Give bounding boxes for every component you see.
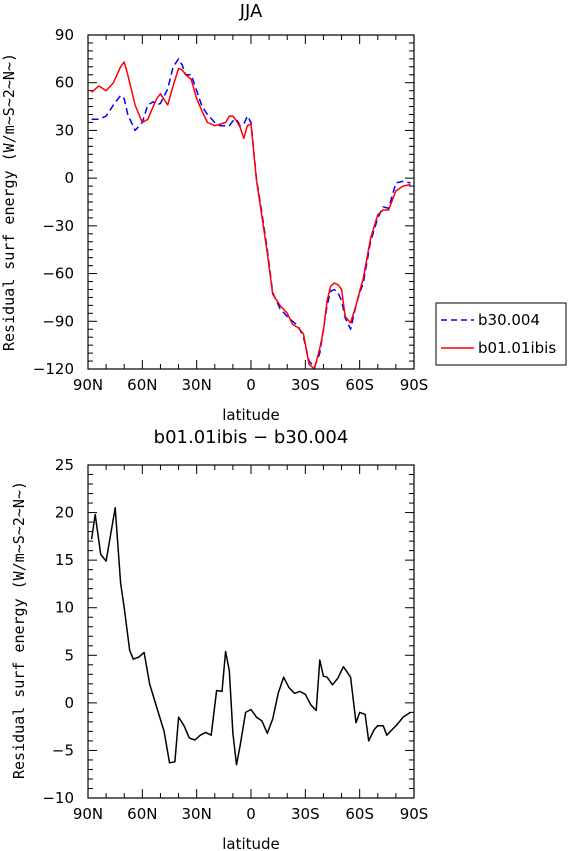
bottom-chart: b01.01ibis − b30.004 Residual surf energ… [10,427,428,851]
bottom-chart-x-tick-label: 60S [345,805,374,823]
top-chart-series [91,58,411,370]
bottom-chart-title: b01.01ibis − b30.004 [154,427,349,448]
top-chart-x-tick-label: 60S [345,376,374,394]
top-chart-y-tick-label: −90 [42,312,74,330]
top-chart-x-tick-label: 30N [182,376,212,394]
bottom-chart-frame [87,464,415,799]
bottom-chart-x-tick-label: 90S [400,805,429,823]
top-chart-y-tick-label: −60 [42,265,74,283]
bottom-chart-y-tick-label: −10 [42,789,74,807]
bottom-chart-y-axis-label: Residual surf energy (W/m~S~2~N~) [10,481,28,779]
top-chart-x-axis-label: latitude [222,406,280,424]
top-chart-x-tick-label: 90N [73,376,103,394]
top-chart: JJA Residual surf energy (W/m~S~2~N~) la… [0,1,428,424]
top-chart-y-axis-label: Residual surf energy (W/m~S~2~N~) [0,53,18,351]
top-chart-x-tick-label: 60N [127,376,157,394]
bottom-chart-x-tick-label: 60N [127,805,157,823]
bottom-chart-ticks: 90N 60N 30N 0 30S 60S 90S −10 −5 0 5 10 15 20 25 [42,456,428,823]
bottom-chart-series-line-1 [90,507,411,766]
bottom-chart-series [90,507,411,766]
top-chart-title: JJA [239,1,263,22]
top-chart-ticks: 90N 60N 30N 0 30S 60S 90S −120 −90 −60 −30 0 30 60 90 [33,26,429,394]
top-chart-y-tick-label: −120 [33,360,74,378]
bottom-chart-x-axis-label: latitude [222,835,280,851]
bottom-chart-y-tick-label: 20 [55,504,74,522]
bottom-chart-x-tick-label: 30N [182,805,212,823]
top-chart-y-tick-label: 0 [64,169,74,187]
top-chart-y-tick-label: 60 [55,74,74,92]
bottom-chart-y-tick-label: 0 [64,694,74,712]
legend: b30.004 b01.01ibis [435,302,567,366]
top-chart-y-tick-label: −30 [42,217,74,235]
bottom-chart-x-tick-label: 0 [246,805,256,823]
legend-box [435,302,567,366]
top-chart-frame [87,34,415,370]
bottom-chart-y-tick-label: 15 [55,551,74,569]
bottom-chart-y-tick-label: 10 [55,599,74,617]
bottom-chart-x-tick-label: 30S [291,805,320,823]
top-chart-x-tick-label: 90S [400,376,429,394]
top-chart-x-tick-label: 30S [291,376,320,394]
top-chart-x-tick-label: 0 [246,376,256,394]
top-chart-y-tick-label: 90 [55,26,74,44]
top-chart-series-line-1 [91,58,411,369]
legend-label-b30-004: b30.004 [478,311,540,329]
legend-label-b01-01ibis: b01.01ibis [478,339,556,357]
bottom-chart-y-tick-label: 5 [64,646,74,664]
bottom-chart-y-tick-label: 25 [55,456,74,474]
top-chart-series-line-2 [91,61,411,370]
bottom-chart-y-tick-label: −5 [52,741,74,759]
top-chart-y-tick-label: 30 [55,121,74,139]
bottom-chart-x-tick-label: 90N [73,805,103,823]
